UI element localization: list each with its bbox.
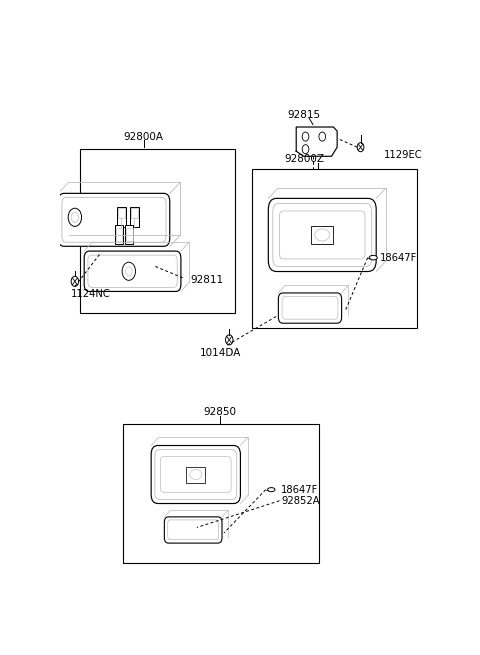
Text: 18647F: 18647F [380,253,417,263]
Bar [125,225,133,244]
Text: 92852A: 92852A [281,496,320,506]
Bar [126,228,132,241]
Bar [115,225,123,244]
Ellipse shape [369,255,377,260]
Bar [311,226,334,244]
Text: 92800Z: 92800Z [285,155,325,164]
Bar [252,170,417,328]
Circle shape [302,145,309,154]
Circle shape [319,132,325,141]
FancyBboxPatch shape [151,445,240,504]
FancyBboxPatch shape [268,198,376,272]
Bar [186,468,205,483]
Text: 1014DA: 1014DA [200,348,241,358]
Ellipse shape [315,229,330,241]
Text: 92815: 92815 [287,110,320,120]
Bar [130,207,139,227]
Circle shape [226,335,233,345]
Text: 92800A: 92800A [124,132,164,141]
FancyBboxPatch shape [164,517,222,543]
Text: 92850: 92850 [204,407,237,417]
Text: 1129EC: 1129EC [384,150,422,160]
Text: 92811: 92811 [191,275,224,286]
Bar [123,424,319,563]
Bar [118,208,125,218]
Text: 18647F: 18647F [281,485,319,495]
Bar [81,149,235,313]
Circle shape [71,212,79,222]
Polygon shape [296,127,337,157]
Bar [117,207,126,227]
Bar [116,228,122,241]
Ellipse shape [190,470,202,479]
Ellipse shape [267,487,275,492]
FancyBboxPatch shape [58,193,170,246]
Circle shape [125,267,132,276]
Circle shape [302,132,309,141]
Circle shape [357,143,364,152]
Bar [131,208,138,218]
Circle shape [71,276,79,286]
Text: 1124NC: 1124NC [71,290,110,299]
FancyBboxPatch shape [278,293,342,323]
Circle shape [68,208,82,227]
FancyBboxPatch shape [84,251,181,291]
Circle shape [122,262,135,280]
